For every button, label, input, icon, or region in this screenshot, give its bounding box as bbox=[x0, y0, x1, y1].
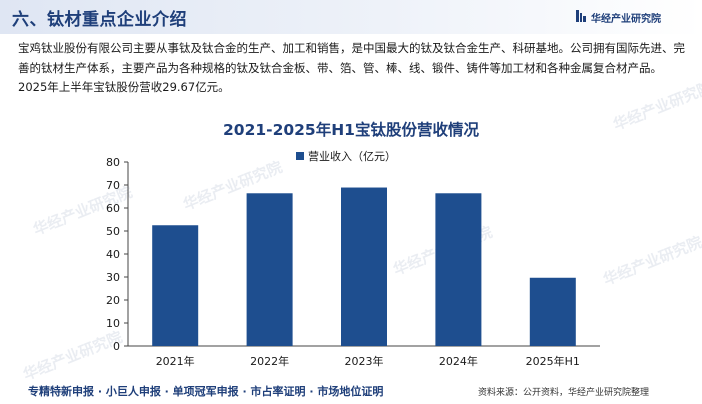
brand-name: 华经产业研究院 bbox=[591, 14, 661, 25]
y-tick-label: 20 bbox=[106, 294, 120, 307]
legend-swatch bbox=[296, 152, 304, 160]
y-tick-label: 10 bbox=[106, 317, 120, 330]
y-tick-label: 0 bbox=[113, 340, 120, 353]
bar bbox=[341, 187, 387, 346]
y-tick-label: 60 bbox=[106, 202, 120, 215]
bar bbox=[152, 225, 199, 346]
chart-legend: 营业收入（亿元） bbox=[296, 148, 396, 164]
y-tick-label: 50 bbox=[106, 225, 120, 238]
bar bbox=[435, 193, 482, 346]
section-title: 六、钛材重点企业介绍 bbox=[12, 10, 187, 30]
brand-logo-icon bbox=[576, 10, 586, 22]
x-tick-label: 2024年 bbox=[439, 354, 478, 368]
y-tick-label: 30 bbox=[106, 271, 120, 284]
x-tick-label: 2022年 bbox=[250, 354, 289, 368]
x-tick-label: 2023年 bbox=[345, 354, 384, 368]
x-tick-label: 2021年 bbox=[156, 354, 195, 368]
legend-label: 营业收入（亿元） bbox=[308, 150, 396, 163]
chart-title: 2021-2025年H1宝钛股份营收情况 bbox=[223, 121, 479, 139]
y-tick-label: 80 bbox=[106, 156, 120, 169]
bar-chart: 0 10 20 30 40 50 60 70 80 2021年 2022年 2023年 2024年 202… bbox=[106, 156, 600, 368]
x-tick-label: 2025年H1 bbox=[526, 354, 580, 368]
bar bbox=[529, 277, 576, 346]
data-source: 资料来源：公开资料，华经产业研究院整理 bbox=[478, 388, 650, 398]
y-tick-label: 40 bbox=[106, 248, 120, 261]
bar bbox=[246, 193, 293, 346]
intro-paragraph: 宝鸡钛业股份有限公司主要从事钛及钛合金的生产、加工和销售，是中国最大的钛及钛合金… bbox=[18, 41, 685, 94]
y-tick-label: 70 bbox=[106, 179, 120, 192]
footer-services: 专精特新申报 · 小巨人申报 · 单项冠军申报 · 市占率证明 · 市场地位证明 bbox=[28, 385, 384, 398]
